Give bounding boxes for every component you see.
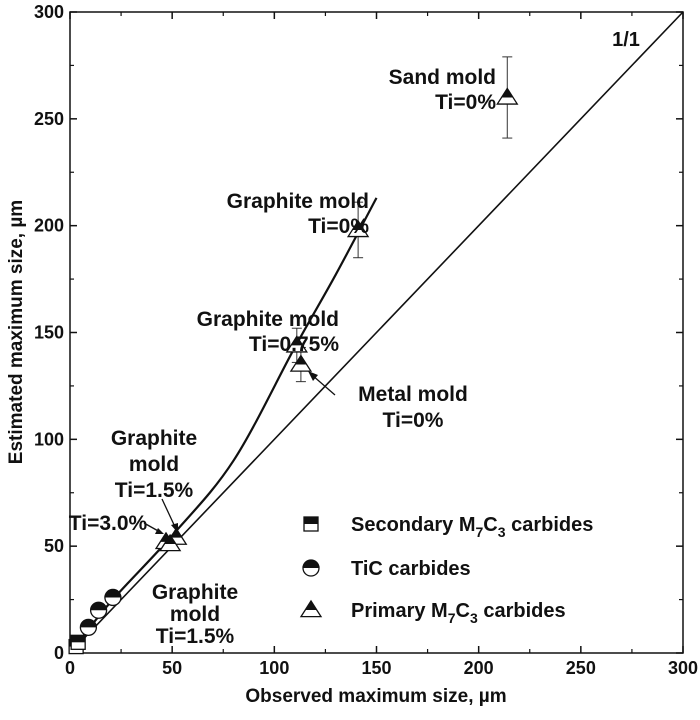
- annotation-line: Ti=0%: [435, 91, 496, 114]
- ti15-arrow: [161, 498, 177, 530]
- triangle-fill: [295, 355, 307, 365]
- legend-subscript: 7: [475, 524, 483, 540]
- annotation-label: Graphite mold Ti=0.75%: [197, 308, 340, 356]
- legend-label: Secondary M7C3 carbides: [351, 514, 593, 540]
- annotation-line: Graphite mold: [197, 308, 339, 331]
- annotation-label: Ti=3.0%: [69, 512, 148, 535]
- primary-m7c3-marker: [346, 219, 370, 238]
- circle-fill: [303, 560, 319, 568]
- metal-mold-arrow: [311, 374, 336, 396]
- primary-m7c3-marker: [285, 335, 308, 353]
- triangle-fill: [170, 528, 183, 538]
- legend-label-part: C: [483, 514, 497, 536]
- annotation-line: Graphite: [152, 581, 238, 604]
- legend-label-part: C: [456, 600, 470, 622]
- x-axis-title: Observed maximum size, µm: [245, 686, 506, 707]
- triangle-fill: [291, 336, 303, 346]
- circle-fill: [104, 589, 121, 598]
- y-axis-title: Estimated maximum size, µm: [6, 200, 27, 464]
- triangle-fill: [305, 601, 317, 610]
- legend-subscript: 3: [498, 524, 506, 540]
- x-tick-label: 250: [566, 658, 596, 678]
- primary-m7c3-marker: [496, 87, 519, 105]
- legend-item: Secondary M7C3 carbides: [303, 514, 593, 540]
- reference-layer: [69, 11, 684, 654]
- annotation-label: Graphite mold Ti=1.5%: [152, 581, 238, 648]
- triangle-fill: [501, 88, 514, 98]
- legend-item: Primary M7C3 carbides: [299, 599, 566, 626]
- metal-mold-arrowhead: [308, 371, 318, 381]
- annotation-line: Ti=1.5%: [156, 625, 235, 648]
- annotations: Sand mold Ti=0%Graphite mold Ti=0%Graphite…: [69, 66, 497, 648]
- y-tick-label: 100: [34, 429, 64, 449]
- secondary-m7c3-marker: [70, 634, 86, 650]
- annotation-line: mold: [170, 603, 220, 626]
- square-fill: [304, 517, 318, 524]
- y-tick-label: 150: [34, 323, 64, 343]
- triangle-fill: [352, 220, 364, 230]
- x-tick-label: 0: [65, 658, 75, 678]
- x-tick-label: 150: [361, 658, 391, 678]
- annotation-line: Ti=0.75%: [249, 333, 339, 356]
- legend-label-part: carbides: [506, 514, 594, 536]
- legend-item: TiC carbides: [302, 558, 471, 580]
- circle-fill: [80, 619, 97, 628]
- annotation-label: Sand mold Ti=0%: [389, 66, 497, 114]
- x-tick-label: 100: [259, 658, 289, 678]
- triangle-fill: [164, 535, 176, 545]
- one-to-one-line: [69, 11, 684, 654]
- annotation-line: Graphite mold: [227, 190, 369, 213]
- ti15-arrowhead: [171, 523, 178, 533]
- x-tick-label: 50: [162, 658, 182, 678]
- y-tick-label: 50: [44, 536, 64, 556]
- annotation-line: Ti=0%: [308, 215, 369, 238]
- annotation-line: Ti=0%: [383, 409, 444, 432]
- annotation-line: mold: [129, 453, 179, 476]
- legend-label-part: Primary M: [351, 600, 448, 622]
- reference-line-label: 1/1: [612, 29, 640, 51]
- y-tick-label: 200: [34, 216, 64, 236]
- axis-ticks: 0 50 100 150 200 250 300 0 50 100 150 200 250 300: [34, 2, 698, 678]
- legend-subscript: 7: [448, 610, 456, 626]
- legend-label: TiC carbides: [351, 558, 471, 580]
- annotation-line: Graphite: [111, 427, 197, 450]
- data-markers: [68, 87, 519, 655]
- annotation-line: Metal mold: [358, 383, 468, 406]
- annotation-line: Ti=1.5%: [115, 479, 194, 502]
- legend-subscript: 3: [470, 610, 478, 626]
- square-fill: [71, 635, 86, 643]
- annotation-label: Graphite mold Ti=0%: [227, 190, 370, 238]
- y-tick-label: 300: [34, 2, 64, 22]
- y-tick-label: 0: [54, 643, 64, 663]
- tic-marker: [104, 588, 122, 607]
- legend-label-part: Secondary M: [351, 514, 475, 536]
- annotation-line: Sand mold: [389, 66, 496, 89]
- annotation-line: Ti=3.0%: [69, 512, 148, 535]
- x-tick-label: 200: [464, 658, 494, 678]
- legend-label: Primary M7C3 carbides: [351, 600, 566, 626]
- ti30-arrowhead: [155, 528, 164, 534]
- annotation-label: Graphite mold Ti=1.5%: [111, 427, 197, 502]
- primary-m7c3-marker: [158, 533, 182, 552]
- x-tick-label: 300: [668, 658, 698, 678]
- tic-marker: [89, 601, 108, 619]
- circle-fill: [90, 602, 107, 611]
- annotation-label: Metal mold Ti=0%: [358, 383, 468, 432]
- primary-m7c3-marker: [289, 354, 313, 372]
- y-tick-label: 250: [34, 109, 64, 129]
- tic-marker: [79, 618, 98, 637]
- legend-label-part: carbides: [478, 600, 566, 622]
